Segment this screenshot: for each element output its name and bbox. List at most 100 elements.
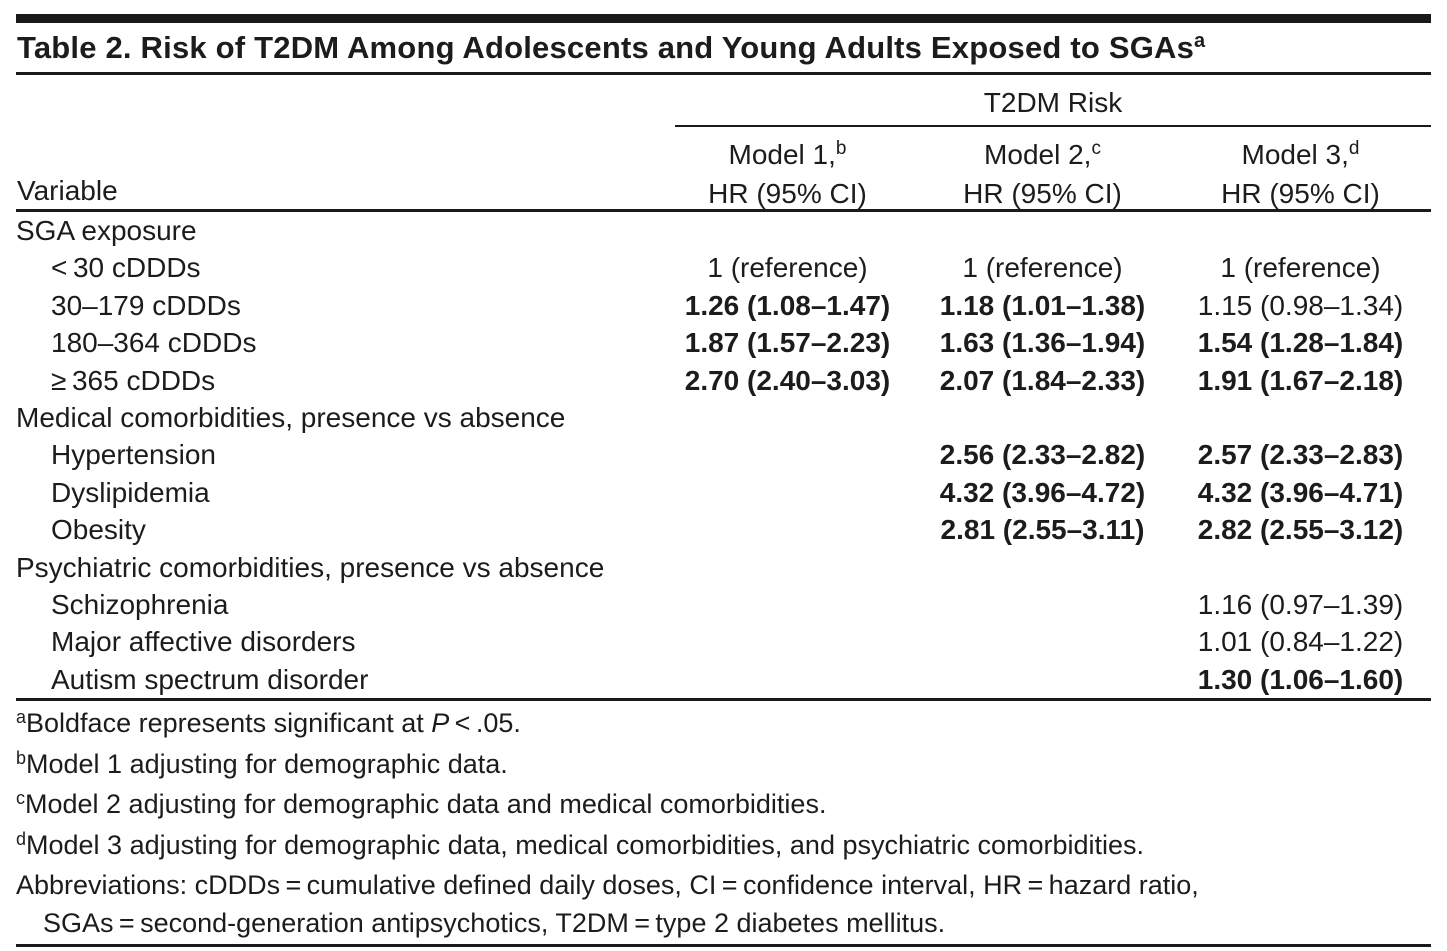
value-cell-model1 bbox=[660, 212, 915, 249]
row-label: Obesity bbox=[51, 514, 146, 546]
value-cell-model2 bbox=[915, 623, 1170, 660]
value-cell-model2 bbox=[915, 399, 1170, 436]
table-row: Medical comorbidities, presence vs absen… bbox=[16, 399, 1431, 436]
column-header-model2-name: Model 2, bbox=[984, 139, 1092, 170]
value-cell-model3: 2.57 (2.33–2.83) bbox=[1197, 439, 1404, 471]
title-block: Table 2. Risk of T2DM Among Adolescents … bbox=[16, 23, 1431, 75]
table-row: ≥ 365 cDDDs 2.70 (2.40–3.03) 2.07 (1.84–2.… bbox=[16, 362, 1431, 399]
table-row: SGA exposure bbox=[16, 212, 1431, 249]
abbreviations-line-2: SGAs = second-generation antipsychotics,… bbox=[43, 907, 946, 938]
table-row: 30–179 cDDDs 1.26 (1.08–1.47) 1.18 (1.01–1… bbox=[16, 287, 1431, 324]
row-label: Major affective disorders bbox=[51, 626, 356, 658]
footnote-c-marker: c bbox=[16, 788, 25, 809]
value-cell-model3 bbox=[1170, 399, 1431, 436]
value-cell-model3: 2.82 (2.55–3.12) bbox=[1197, 514, 1404, 546]
column-header-model3-superscript: d bbox=[1348, 138, 1360, 159]
footnote-b-marker: b bbox=[16, 747, 27, 768]
value-cell-model2: 4.32 (3.96–4.72) bbox=[939, 476, 1146, 508]
row-label: Dyslipidemia bbox=[51, 476, 210, 508]
table-row: Obesity 2.81 (2.55–3.11) 2.82 (2.55–3.12) bbox=[16, 511, 1431, 548]
value-cell-model1: 1.26 (1.08–1.47) bbox=[684, 289, 891, 321]
variable-column-header: Variable bbox=[17, 175, 118, 206]
column-header-model1-name: Model 1, bbox=[728, 139, 836, 170]
table-row: Hypertension 2.56 (2.33–2.82) 2.57 (2.33–2… bbox=[16, 436, 1431, 473]
footnotes: aBoldface represents significant at P < … bbox=[16, 701, 1431, 948]
table-title-superscript: a bbox=[1194, 30, 1206, 52]
column-header-model2-superscript: c bbox=[1091, 138, 1101, 159]
table-header: T2DM Risk Model 1,b HR (95% CI) Model 2,… bbox=[16, 75, 1431, 212]
row-label: Autism spectrum disorder bbox=[51, 663, 369, 695]
row-label: Medical comorbidities, presence vs absen… bbox=[16, 402, 566, 434]
footnote-a-marker: a bbox=[16, 707, 27, 728]
table-row: Schizophrenia 1.16 (0.97–1.39) bbox=[16, 586, 1431, 623]
column-header-model2-units: HR (95% CI) bbox=[963, 178, 1122, 209]
column-header-model3: Model 3,d HR (95% CI) bbox=[1170, 137, 1431, 211]
table-row: Autism spectrum disorder 1.30 (1.06–1.60) bbox=[16, 661, 1431, 700]
footnote-d-text: Model 3 adjusting for demographic data, … bbox=[26, 829, 1145, 860]
value-cell-model1: 1 (reference) bbox=[707, 252, 868, 284]
footnote-b: bModel 1 adjusting for demographic data. bbox=[16, 746, 1431, 787]
footnote-a-italic-p: P bbox=[431, 708, 450, 739]
table-row: < 30 cDDDs 1 (reference) 1 (reference) 1 (r… bbox=[16, 249, 1431, 286]
value-cell-model1 bbox=[660, 623, 915, 660]
value-cell-model3: 4.32 (3.96–4.71) bbox=[1197, 476, 1404, 508]
value-cell-model1 bbox=[660, 474, 915, 511]
row-label: ≥ 365 cDDDs bbox=[51, 364, 216, 396]
column-header-model2: Model 2,c HR (95% CI) bbox=[915, 137, 1170, 211]
top-rule bbox=[16, 14, 1431, 23]
table-title-text: Table 2. Risk of T2DM Among Adolescents … bbox=[17, 30, 1195, 65]
data-table: SGA exposure < 30 cDDDs 1 (reference) 1 (re… bbox=[16, 212, 1431, 702]
row-label: 30–179 cDDDs bbox=[51, 289, 241, 321]
column-header-model3-name: Model 3, bbox=[1241, 139, 1349, 170]
table-body: SGA exposure < 30 cDDDs 1 (reference) 1 (re… bbox=[16, 212, 1431, 700]
table-row: Psychiatric comorbidities, presence vs a… bbox=[16, 549, 1431, 586]
value-cell-model1 bbox=[660, 549, 915, 586]
value-cell-model3: 1.91 (1.67–2.18) bbox=[1197, 364, 1404, 396]
value-cell-model1: 2.70 (2.40–3.03) bbox=[684, 364, 891, 396]
value-cell-model2: 1.63 (1.36–1.94) bbox=[939, 327, 1146, 359]
table-row: 180–364 cDDDs 1.87 (1.57–2.23) 1.63 (1.36–… bbox=[16, 324, 1431, 361]
footnote-d-marker: d bbox=[16, 828, 27, 849]
value-cell-model2: 2.81 (2.55–3.11) bbox=[940, 514, 1145, 546]
footnote-a: aBoldface represents significant at P < … bbox=[16, 705, 1431, 746]
column-header-model1: Model 1,b HR (95% CI) bbox=[660, 137, 915, 211]
value-cell-model1 bbox=[660, 661, 915, 700]
column-group-label: T2DM Risk bbox=[983, 87, 1123, 118]
footnote-a-text-end: < .05. bbox=[449, 708, 521, 739]
value-cell-model1 bbox=[660, 399, 915, 436]
value-cell-model3: 1.01 (0.84–1.22) bbox=[1197, 626, 1404, 658]
footnote-a-text: Boldface represents significant at bbox=[26, 708, 432, 739]
table-row: Dyslipidemia 4.32 (3.96–4.72) 4.32 (3.96–4… bbox=[16, 474, 1431, 511]
value-cell-model1 bbox=[660, 436, 915, 473]
value-cell-model1 bbox=[660, 586, 915, 623]
row-label: < 30 cDDDs bbox=[51, 252, 201, 284]
value-cell-model3 bbox=[1170, 212, 1431, 249]
value-cell-model2: 1.18 (1.01–1.38) bbox=[939, 289, 1146, 321]
row-label: Schizophrenia bbox=[51, 589, 229, 621]
value-cell-model2 bbox=[915, 661, 1170, 700]
row-label: Psychiatric comorbidities, presence vs a… bbox=[16, 551, 605, 583]
value-cell-model2 bbox=[915, 212, 1170, 249]
row-label: 180–364 cDDDs bbox=[51, 327, 257, 359]
footnote-d: dModel 3 adjusting for demographic data,… bbox=[16, 827, 1431, 868]
row-label: SGA exposure bbox=[16, 215, 197, 246]
column-header-model1-units: HR (95% CI) bbox=[708, 178, 867, 209]
footnote-c: cModel 2 adjusting for demographic data … bbox=[16, 786, 1431, 827]
value-cell-model3: 1.15 (0.98–1.34) bbox=[1197, 289, 1404, 321]
value-cell-model3: 1.16 (0.97–1.39) bbox=[1197, 589, 1404, 621]
value-cell-model3: 1.30 (1.06–1.60) bbox=[1197, 663, 1404, 695]
column-group-rule bbox=[675, 125, 1431, 127]
value-cell-model1 bbox=[660, 511, 915, 548]
value-cell-model2: 2.56 (2.33–2.82) bbox=[939, 439, 1146, 471]
table-title: Table 2. Risk of T2DM Among Adolescents … bbox=[17, 30, 1431, 66]
value-cell-model3: 1 (reference) bbox=[1220, 252, 1381, 284]
value-cell-model3: 1.54 (1.28–1.84) bbox=[1197, 327, 1404, 359]
table-row: Major affective disorders 1.01 (0.84–1.22… bbox=[16, 623, 1431, 660]
value-cell-model2 bbox=[915, 549, 1170, 586]
column-header-model3-units: HR (95% CI) bbox=[1221, 178, 1380, 209]
value-cell-model2 bbox=[915, 586, 1170, 623]
value-cell-model1: 1.87 (1.57–2.23) bbox=[684, 327, 891, 359]
column-header-model1-superscript: b bbox=[835, 138, 847, 159]
row-label: Hypertension bbox=[51, 439, 216, 471]
